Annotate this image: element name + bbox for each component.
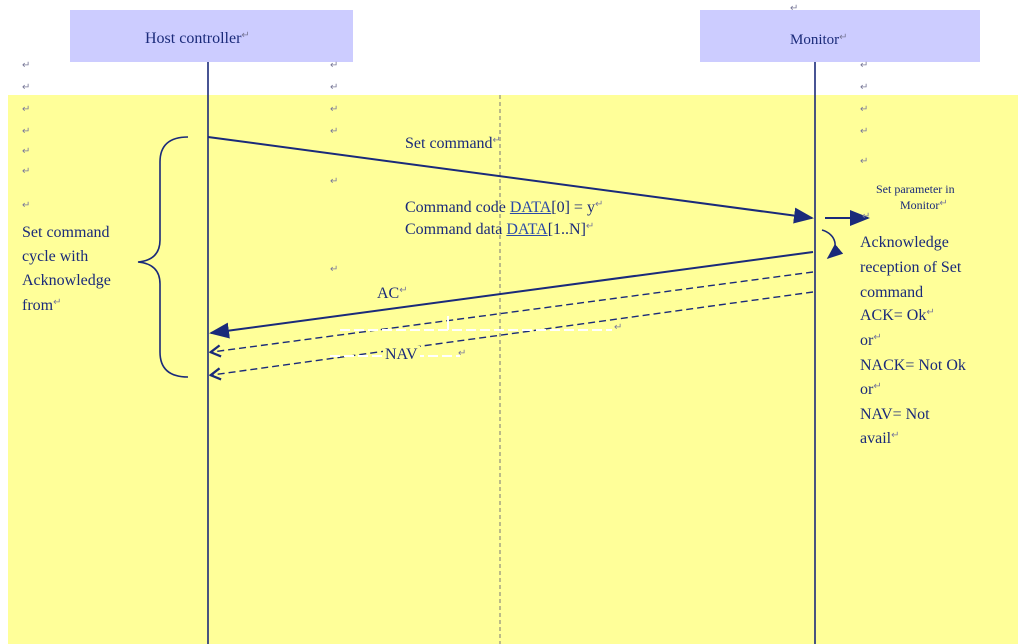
host-controller-label: Host controller ↵ [145,30,250,47]
right-note-line1: Acknowledge [860,234,949,251]
paragraph-mark: ↵ [614,322,623,333]
set-parameter-note-line1: Set parameter in [876,182,955,196]
paragraph-mark: ↵ [330,264,339,275]
left-note-line4: from ↵ [22,297,62,314]
nav-return-arrow [212,291,814,375]
command-code-label: Command code DATA[0] = y ↵ [405,199,604,216]
paragraph-mark: ↵ [22,200,31,211]
right-note-line9: avail ↵ [860,430,900,447]
right-note-line7: or ↵ [860,381,882,398]
set-command-label: Set command ↵ [405,135,501,152]
left-note-line3: Acknowledge [22,272,111,289]
left-brace [137,136,189,378]
paragraph-mark: ↵ [330,104,339,115]
paragraph-mark: ↵ [860,126,869,137]
right-note-line6: NACK= Not Ok [860,357,966,374]
paragraph-mark: ↵ [330,60,339,71]
command-data-label: Command data DATA[1..N] ↵ [405,221,595,238]
ack-return-arrow [209,251,814,339]
right-note-line2: reception of Set [860,259,962,276]
paragraph-mark: ↵ [22,82,31,93]
paragraph-mark: ↵ [22,104,31,115]
monitor-header [700,10,980,62]
left-note-line1: Set command [22,224,110,241]
nack-return-arrow [212,271,814,352]
paragraph-mark: ↵ [862,211,871,222]
paragraph-mark: ↵ [330,82,339,93]
nav-label: NAV [383,346,420,364]
paragraph-mark: ↵ [330,126,339,137]
set-parameter-note-line2: Monitor ↵ [900,198,948,212]
host-controller-header [70,10,353,62]
paragraph-mark: ↵ [22,166,31,177]
paragraph-mark: ↵ [22,60,31,71]
right-note-line8: NAV= Not [860,406,930,423]
monitor-label: Monitor ↵ [790,32,848,48]
set-command-arrow [207,136,814,224]
ack-label: AC ↵ [377,285,408,302]
left-note-line2: cycle with [22,248,89,265]
right-note-line5: or ↵ [860,332,882,349]
acknowledge-self-loop [821,229,844,260]
sequence-area [8,95,1018,644]
paragraph-mark: ↵ [790,3,799,14]
right-note-line3: command [860,284,924,301]
paragraph-mark: ↵ [860,60,869,71]
right-note-line4: ACK= Ok ↵ [860,307,935,324]
paragraph-mark: ↵ [22,146,31,157]
paragraph-mark: ↵ [458,348,467,359]
paragraph-mark: ↵ [22,126,31,137]
paragraph-mark: ↵ [860,156,869,167]
paragraph-mark: ↵ [860,104,869,115]
paragraph-mark: ↵ [330,176,339,187]
paragraph-mark: ↵ [860,82,869,93]
